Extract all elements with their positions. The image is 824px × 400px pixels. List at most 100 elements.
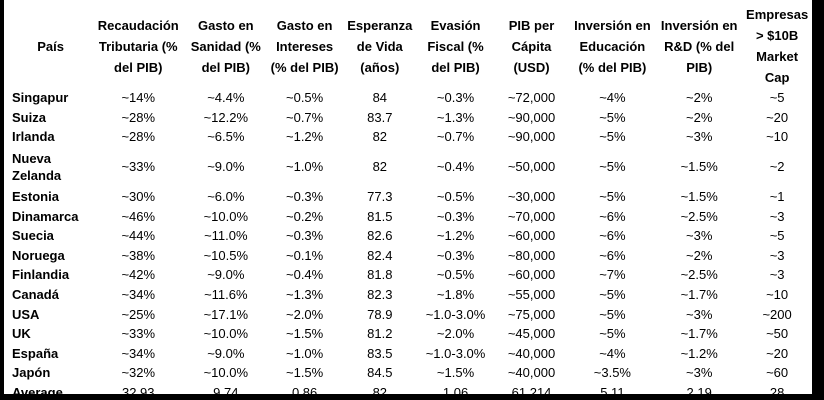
value-cell: ~14% bbox=[121, 90, 156, 106]
value-cell: ~1.2% bbox=[436, 228, 475, 244]
value-cell: ~6.0% bbox=[207, 189, 245, 205]
value-cell: ~5 bbox=[769, 90, 785, 106]
average-row: Average 32.93 9.74 0.86 82 1.06 61,214 5.11 2.19… bbox=[10, 383, 812, 394]
value-cell: ~60,000 bbox=[507, 267, 556, 283]
value-cell: 1.06 bbox=[442, 385, 469, 394]
value-cell: 83.5 bbox=[367, 345, 393, 361]
value-cell: ~1.0-3.0% bbox=[425, 345, 486, 361]
table-row: Estonia ~30% ~6.0% ~0.3% 77.3 ~0.5% ~30,000 ~5%… bbox=[10, 187, 812, 207]
country-cell: Nueva Zelanda bbox=[12, 150, 62, 183]
value-cell: ~30% bbox=[121, 189, 156, 205]
value-cell: 5.11 bbox=[600, 385, 625, 394]
country-cell: España bbox=[12, 345, 59, 361]
column-header: Recaudación Tributaria (% del PIB) bbox=[97, 17, 179, 75]
column-header: Gasto en Sanidad (% del PIB) bbox=[190, 17, 261, 75]
value-cell: ~10 bbox=[766, 129, 789, 145]
value-cell: ~17.1% bbox=[203, 306, 249, 322]
value-cell: ~5% bbox=[599, 189, 626, 205]
table-row: Japón ~32% ~10.0% ~1.5% 84.5 ~1.5% ~40,000 ~3.5… bbox=[10, 363, 812, 383]
value-cell: ~0.4% bbox=[286, 267, 324, 283]
value-cell: ~25% bbox=[121, 306, 156, 322]
value-cell: ~9.0% bbox=[207, 159, 245, 175]
value-cell: ~5% bbox=[599, 287, 626, 303]
value-cell: 82 bbox=[372, 159, 388, 175]
value-cell: 82.6 bbox=[367, 228, 393, 244]
value-cell: ~1.3% bbox=[436, 109, 475, 125]
table-row: Noruega ~38% ~10.5% ~0.1% 82.4 ~0.3% ~80,000 ~6… bbox=[10, 246, 812, 266]
value-cell: ~34% bbox=[121, 287, 156, 303]
table-row: Canadá ~34% ~11.6% ~1.3% 82.3 ~1.8% ~55,000 ~5%… bbox=[10, 285, 812, 305]
value-cell: ~5% bbox=[599, 159, 626, 175]
value-cell: ~40,000 bbox=[507, 365, 556, 381]
value-cell: 0.86 bbox=[291, 385, 318, 394]
country-cell: Average bbox=[12, 385, 63, 394]
value-cell: ~3 bbox=[769, 267, 785, 283]
value-cell: ~34% bbox=[121, 345, 156, 361]
country-cell: Dinamarca bbox=[12, 208, 79, 224]
value-cell: ~33% bbox=[121, 159, 156, 175]
table-row: Irlanda ~28% ~6.5% ~1.2% 82 ~0.7% ~90,000 ~5% ~3… bbox=[10, 127, 812, 147]
table-row: Finlandia ~42% ~9.0% ~0.4% 81.8 ~0.5% ~60,000 ~… bbox=[10, 265, 812, 285]
value-cell: ~45,000 bbox=[507, 326, 556, 342]
table-row: Nueva Zelanda ~33% ~9.0% ~1.0% 82 ~0.4% ~50,00… bbox=[10, 147, 812, 187]
value-cell: ~12.2% bbox=[203, 109, 249, 125]
value-cell: ~10.0% bbox=[203, 208, 249, 224]
table-row: Singapur ~14% ~4.4% ~0.5% 84 ~0.3% ~72,000 ~4% ~… bbox=[10, 88, 812, 108]
value-cell: ~3% bbox=[686, 365, 713, 381]
value-cell: 81.2 bbox=[367, 326, 393, 342]
value-cell: ~1.0-3.0% bbox=[425, 306, 486, 322]
value-cell: ~5 bbox=[769, 228, 785, 244]
value-cell: ~0.1% bbox=[286, 247, 324, 263]
country-cell: Singapur bbox=[12, 90, 69, 106]
value-cell: ~50 bbox=[766, 326, 789, 342]
value-cell: ~6% bbox=[599, 228, 626, 244]
value-cell: ~9.0% bbox=[207, 345, 245, 361]
country-cell: Irlanda bbox=[12, 129, 55, 145]
value-cell: ~2.0% bbox=[286, 306, 324, 322]
value-cell: ~50,000 bbox=[507, 159, 556, 175]
value-cell: ~44% bbox=[121, 228, 156, 244]
value-cell: ~0.3% bbox=[286, 189, 324, 205]
table-row: USA ~25% ~17.1% ~2.0% 78.9 ~1.0-3.0% ~75,000 ~5… bbox=[10, 304, 812, 324]
value-cell: ~1.5% bbox=[436, 365, 475, 381]
value-cell: ~5% bbox=[599, 326, 626, 342]
value-cell: ~38% bbox=[121, 247, 156, 263]
value-cell: ~0.7% bbox=[286, 109, 324, 125]
value-cell: ~4% bbox=[599, 90, 626, 106]
value-cell: ~3 bbox=[769, 247, 785, 263]
country-cell: Suiza bbox=[12, 109, 46, 125]
value-cell: ~2% bbox=[686, 90, 713, 106]
value-cell: ~11.6% bbox=[204, 287, 248, 303]
value-cell: ~1.2% bbox=[680, 345, 718, 361]
value-cell: ~32% bbox=[121, 365, 156, 381]
value-cell: ~5% bbox=[599, 129, 626, 145]
column-header: PIB per Cápita (USD) bbox=[508, 17, 555, 75]
value-cell: ~0.3% bbox=[436, 90, 475, 106]
value-cell: ~5% bbox=[599, 109, 626, 125]
value-cell: 82.4 bbox=[367, 247, 393, 263]
table-row: Dinamarca ~46% ~10.0% ~0.2% 81.5 ~0.3% ~70,000… bbox=[10, 206, 812, 226]
value-cell: ~1.5% bbox=[680, 159, 718, 175]
column-header: Evasión Fiscal (% del PIB) bbox=[427, 17, 484, 75]
value-cell: ~2.5% bbox=[680, 267, 718, 283]
value-cell: 82 bbox=[372, 129, 388, 145]
value-cell: 82.3 bbox=[367, 287, 393, 303]
value-cell: ~55,000 bbox=[507, 287, 556, 303]
column-header: País bbox=[37, 38, 64, 54]
value-cell: ~1.5% bbox=[286, 365, 324, 381]
header-row: País Recaudación Tributaria (% del PIB) … bbox=[10, 4, 812, 88]
country-cell: Canadá bbox=[12, 287, 59, 303]
value-cell: ~33% bbox=[121, 326, 156, 342]
value-cell: ~72,000 bbox=[507, 90, 556, 106]
value-cell: ~90,000 bbox=[507, 109, 556, 125]
value-cell: ~2 bbox=[769, 159, 785, 175]
value-cell: ~6% bbox=[599, 247, 626, 263]
table-row: Suiza ~28% ~12.2% ~0.7% 83.7 ~1.3% ~90,000 ~5% ~… bbox=[10, 108, 812, 128]
value-cell: ~3% bbox=[686, 129, 713, 145]
frame-shadow bbox=[812, 0, 820, 400]
value-cell: 81.5 bbox=[367, 208, 393, 224]
value-cell: ~1.7% bbox=[680, 287, 718, 303]
value-cell: ~10.0% bbox=[203, 326, 249, 342]
country-cell: Suecia bbox=[12, 228, 54, 244]
table-row: UK ~33% ~10.0% ~1.5% 81.2 ~2.0% ~45,000 ~5% ~1.7… bbox=[10, 324, 812, 344]
